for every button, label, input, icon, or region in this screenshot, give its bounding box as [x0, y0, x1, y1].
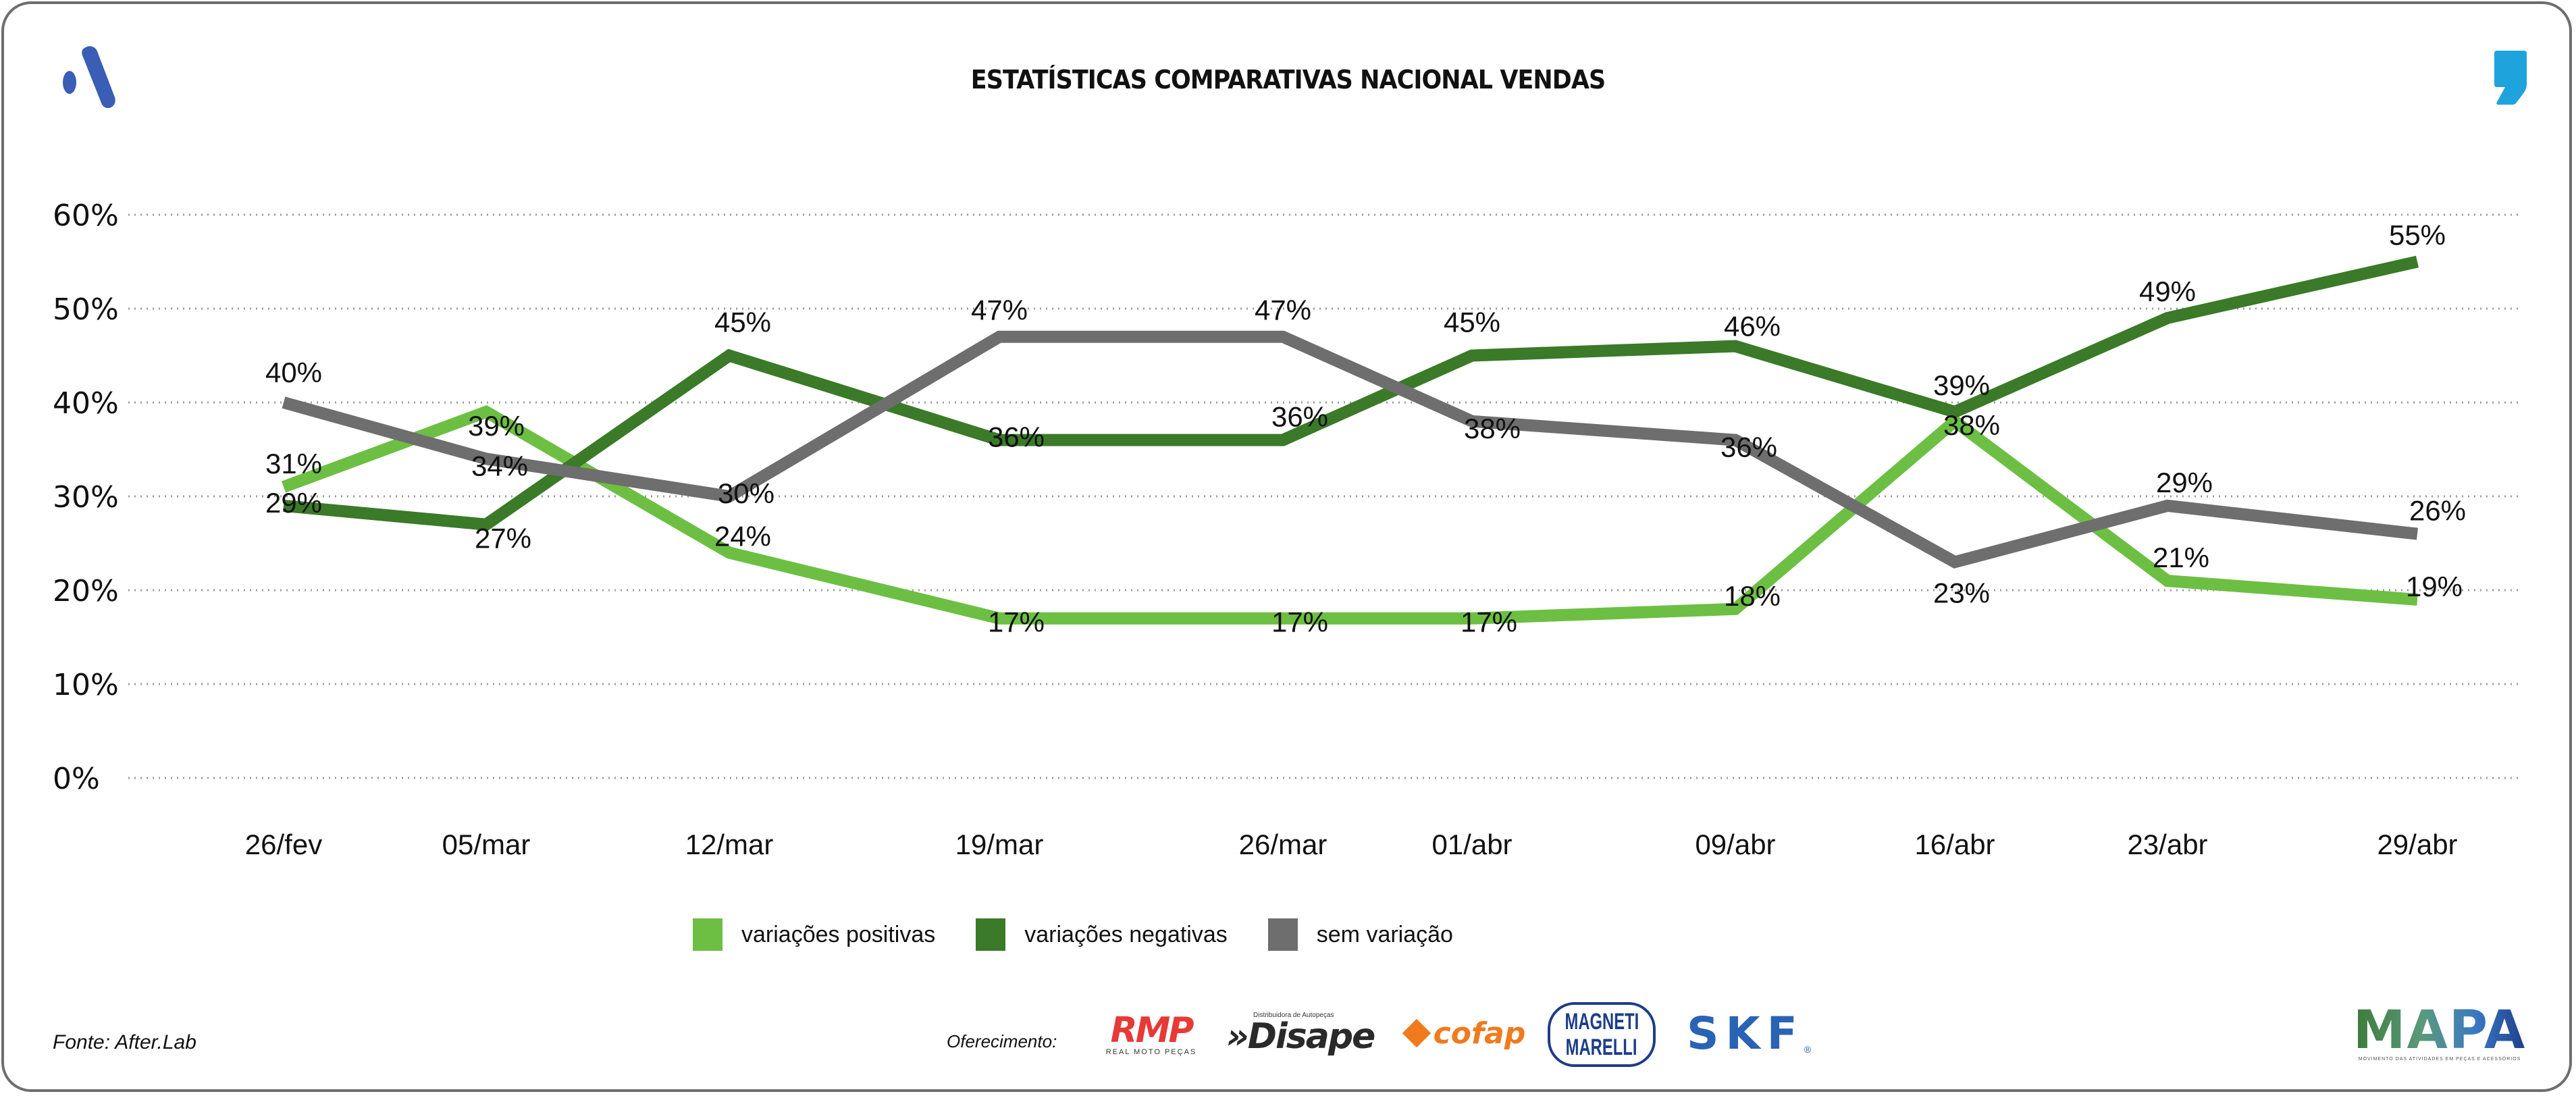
data-label: 23% — [1933, 577, 1990, 608]
data-label: 17% — [988, 606, 1045, 638]
x-tick-label: 05/mar — [442, 829, 531, 860]
data-label: 40% — [265, 357, 322, 388]
mapa-logo-text: MAPA — [2352, 999, 2527, 1061]
cofap-logo: cofap — [1395, 1013, 1537, 1053]
registered-mark-icon: ® — [1804, 1044, 1812, 1055]
data-label: 19% — [2406, 571, 2463, 602]
series-line-2 — [282, 330, 2419, 569]
data-label: 34% — [471, 450, 528, 481]
data-label: 27% — [475, 523, 531, 554]
x-tick-label: 19/mar — [955, 829, 1044, 860]
data-label: 36% — [1271, 401, 1328, 433]
data-labels: 31% 39% 24% 17% 17% 17% 18% 38% 21% 19% 29% 27% 45% 3… — [265, 219, 2466, 638]
legend-label-negativas: variações negativas — [1024, 921, 1228, 947]
disape-logo: Distribuidora de Autopeças »Disape — [1226, 1009, 1375, 1056]
data-label: 30% — [718, 477, 774, 509]
x-tick-label: 26/fev — [245, 829, 322, 860]
legend-label-sem-variacao: sem variação — [1316, 921, 1453, 947]
rmp-logo-text: RMP — [1110, 1010, 1194, 1051]
offer-label: Oferecimento: — [947, 1031, 1057, 1051]
x-axis-ticks: 26/fev 05/mar 12/mar 19/mar 26/mar 01/abr 09/a… — [245, 829, 2458, 860]
y-tick-label: 40% — [53, 386, 119, 421]
x-tick-label: 12/mar — [685, 829, 774, 860]
series-lines — [281, 255, 2419, 625]
data-label: 17% — [1271, 606, 1328, 638]
y-tick-label: 0% — [53, 762, 100, 796]
x-tick-label: 16/abr — [1914, 829, 1995, 860]
data-label: 29% — [265, 487, 322, 519]
legend-swatch-negativas — [976, 918, 1006, 951]
data-label: 24% — [714, 520, 771, 552]
brand-a-logo-icon — [63, 46, 115, 108]
chart-title: ESTATÍSTICAS COMPARATIVAS NACIONAL VENDA… — [970, 65, 1606, 95]
data-label: 31% — [265, 448, 322, 479]
data-label: 29% — [2156, 467, 2213, 498]
y-tick-label: 20% — [53, 574, 119, 608]
data-label: 39% — [1933, 369, 1990, 401]
legend-swatch-positivas — [693, 918, 722, 951]
legend-item-negativas[interactable]: variações negativas — [976, 918, 1228, 951]
y-tick-label: 60% — [53, 199, 119, 233]
legend-swatch-sem-variacao — [1267, 918, 1298, 951]
rmp-tagline: REAL MOTO PEÇAS — [1105, 1048, 1197, 1056]
skf-logo-text: SKF — [1686, 1007, 1804, 1060]
disape-name: Disape — [1247, 1016, 1376, 1057]
magneti-line2: MARELLI — [1566, 1035, 1637, 1060]
data-label: 38% — [1943, 409, 2000, 441]
cofap-logo-text: cofap — [1433, 1016, 1526, 1051]
magneti-line1: MAGNETI — [1565, 1009, 1639, 1035]
data-label: 45% — [1444, 307, 1500, 338]
skf-logo: SKF ® — [1668, 1008, 1830, 1060]
disape-chevron-icon: » — [1226, 1016, 1249, 1057]
x-tick-label: 29/abr — [2377, 829, 2457, 860]
data-label: 38% — [1464, 413, 1521, 444]
data-label: 36% — [1720, 432, 1777, 463]
data-label: 36% — [988, 421, 1045, 453]
y-tick-label: 30% — [53, 480, 119, 515]
cofap-mark-icon — [1402, 1018, 1431, 1048]
x-tick-label: 23/abr — [2127, 829, 2207, 860]
data-label: 46% — [1724, 311, 1781, 342]
x-tick-label: 09/abr — [1695, 829, 1775, 860]
y-axis-ticks: 0% 10% 20% 30% 40% 50% 60% — [53, 199, 119, 796]
disape-tagline: Distribuidora de Autopeças — [1253, 1011, 1334, 1019]
series-line-1 — [283, 255, 2419, 531]
mapa-logo: MAPA MOVIMENTO DAS ATIVIDADES EM PEÇAS E… — [2352, 999, 2527, 1063]
y-tick-label: 50% — [53, 292, 119, 327]
mapa-tagline: MOVIMENTO DAS ATIVIDADES EM PEÇAS E ACES… — [2358, 1056, 2521, 1062]
line-chart: 0% 10% 20% 30% 40% 50% 60% 26/fev 05/mar 12/mar 1… — [53, 199, 2519, 860]
data-label: 49% — [2139, 276, 2196, 307]
legend-item-sem-variacao[interactable]: sem variação — [1267, 918, 1453, 951]
data-label: 55% — [2389, 219, 2446, 251]
x-tick-label: 01/abr — [1431, 829, 1512, 860]
data-label: 26% — [2409, 495, 2466, 527]
data-label: 39% — [468, 410, 525, 442]
data-label: 47% — [971, 294, 1028, 326]
legend-label-positivas: variações positivas — [741, 921, 936, 947]
legend-item-positivas[interactable]: variações positivas — [693, 918, 935, 951]
x-tick-label: 26/mar — [1239, 829, 1328, 860]
source-note: Fonte: After.Lab — [53, 1031, 196, 1053]
disape-logo-text: »Disape — [1226, 1016, 1376, 1057]
data-label: 47% — [1255, 294, 1311, 326]
data-label: 17% — [1461, 606, 1517, 638]
comma-logo-icon — [2494, 51, 2527, 105]
legend: variações positivas variações negativas … — [693, 918, 1494, 951]
rmp-logo: RMP REAL MOTO PEÇAS — [1094, 1010, 1209, 1059]
data-label: 18% — [1724, 580, 1781, 612]
data-label: 21% — [2153, 542, 2209, 573]
y-tick-label: 10% — [53, 668, 119, 702]
magneti-marelli-logo: MAGNETI MARELLI — [1548, 1002, 1656, 1067]
data-label: 45% — [714, 307, 771, 338]
